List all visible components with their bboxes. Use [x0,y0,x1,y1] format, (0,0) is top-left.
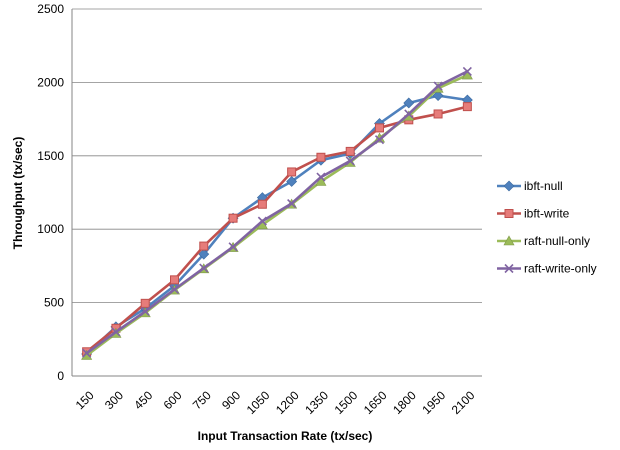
point-raft-write-only-150 [82,348,92,358]
point-raft-write-only-900 [228,242,238,252]
point-raft-write-only-1650 [374,135,385,145]
legend: ibft-null ibft-write raft-null-only raft-wr… [497,179,597,276]
point-raft-write-only-600 [169,284,180,294]
point-raft-write-only-450 [140,306,150,316]
point-ibft-null-1800 [403,97,415,109]
point-raft-write-only-750-stroke-b [199,263,209,273]
series-lines [81,66,473,360]
series-ibft-null [81,90,473,360]
point-ibft-write-750 [199,241,209,251]
point-ibft-write-1050 [257,199,267,209]
x-tick-label-750: 750 [190,388,214,412]
x-tick-label-900: 900 [219,388,243,412]
legend-label-ibft-write: ibft-write [524,207,570,221]
axes: 0 500 1000 1500 2000 2500 150 300 450 600 750 900 10… [37,2,482,417]
x-tick-label-150: 150 [73,388,97,412]
legend-marker-raft-null-only [503,235,515,246]
x-tick-label-1050: 1050 [244,388,273,417]
point-raft-write-only-1650-stroke-b [374,135,385,145]
legend-marker-ibft-write [504,209,514,218]
point-raft-write-only-300-stroke-b [111,327,121,337]
point-raft-write-only-1350-stroke-b [316,172,326,182]
point-ibft-null-750 [198,248,210,260]
point-ibft-write-2100 [462,102,472,112]
x-tick-label-300: 300 [102,388,126,412]
point-ibft-write-450 [140,298,150,308]
x-tick-label-450: 450 [131,388,155,412]
series-line-raft-write-only [85,70,468,355]
point-ibft-null-1200 [286,176,298,187]
x-tick-label-1800: 1800 [390,388,419,417]
x-tick-label-1200: 1200 [273,388,302,417]
x-tick-label-600: 600 [161,388,185,412]
series-raft-write-only [82,66,472,358]
legend-item-ibft-null: ibft-null [497,179,563,193]
legend-label-raft-write-only: raft-write-only [524,262,597,276]
legend-marker-raft-write-only-stroke-b [504,263,514,274]
x-tick-label-1350: 1350 [302,388,331,417]
point-raft-write-only-1950-stroke-b [433,81,443,91]
y-tick-label-2000: 2000 [37,75,64,89]
point-raft-write-only-900-stroke-b [228,242,238,252]
x-axis-title: Input Transaction Rate (tx/sec) [198,429,373,443]
point-ibft-write-1500 [345,146,355,156]
point-raft-write-only-600-stroke-b [169,284,180,294]
y-axis-title: Throughput (tx/sec) [11,137,25,250]
point-raft-write-only-1050 [257,216,267,226]
point-ibft-write-1200 [287,167,297,177]
x-tick-label-2100: 2100 [449,388,478,417]
point-raft-write-only-750 [199,263,209,273]
gridlines [72,8,482,304]
point-ibft-write-600 [170,275,179,285]
legend-label-ibft-null: ibft-null [524,179,563,193]
point-raft-write-only-1500-stroke-b [345,156,355,166]
y-tick-label-500: 500 [44,296,64,310]
legend-item-raft-write-only: raft-write-only [497,262,597,276]
legend-item-ibft-write: ibft-write [497,207,570,221]
point-ibft-write-1650 [375,123,384,133]
point-ibft-null-1950 [432,90,444,102]
point-raft-write-only-450-stroke-b [140,306,150,316]
point-raft-write-only-2100-stroke-b [462,66,472,76]
point-ibft-write-900 [228,213,238,223]
legend-marker-raft-write-only [504,263,514,274]
y-tick-label-2500: 2500 [37,2,64,16]
legend-label-raft-null-only: raft-null-only [524,234,590,248]
point-raft-write-only-1350 [316,172,326,182]
point-raft-write-only-1500 [345,156,355,166]
y-tick-label-1000: 1000 [37,222,64,236]
point-ibft-write-1350 [316,152,326,162]
point-raft-write-only-300 [111,327,121,337]
x-tick-label-1500: 1500 [332,388,361,417]
y-tick-label-0: 0 [57,369,64,383]
point-raft-write-only-2100 [462,66,472,76]
point-raft-write-only-1800 [404,109,414,119]
x-tick-label-1650: 1650 [361,388,390,417]
legend-item-raft-null-only: raft-null-only [497,234,590,248]
x-tick-label-1950: 1950 [419,388,448,417]
point-raft-write-only-1950 [433,81,443,91]
point-raft-write-only-1050-stroke-b [257,216,267,226]
point-raft-write-only-150-stroke-b [82,348,92,358]
point-ibft-write-1950 [433,109,443,119]
point-raft-write-only-1800-stroke-b [404,109,414,119]
point-raft-write-only-1200 [287,198,297,209]
y-tick-label-1500: 1500 [37,149,64,163]
legend-marker-ibft-null [503,180,515,192]
point-raft-write-only-1200-stroke-b [287,198,297,209]
